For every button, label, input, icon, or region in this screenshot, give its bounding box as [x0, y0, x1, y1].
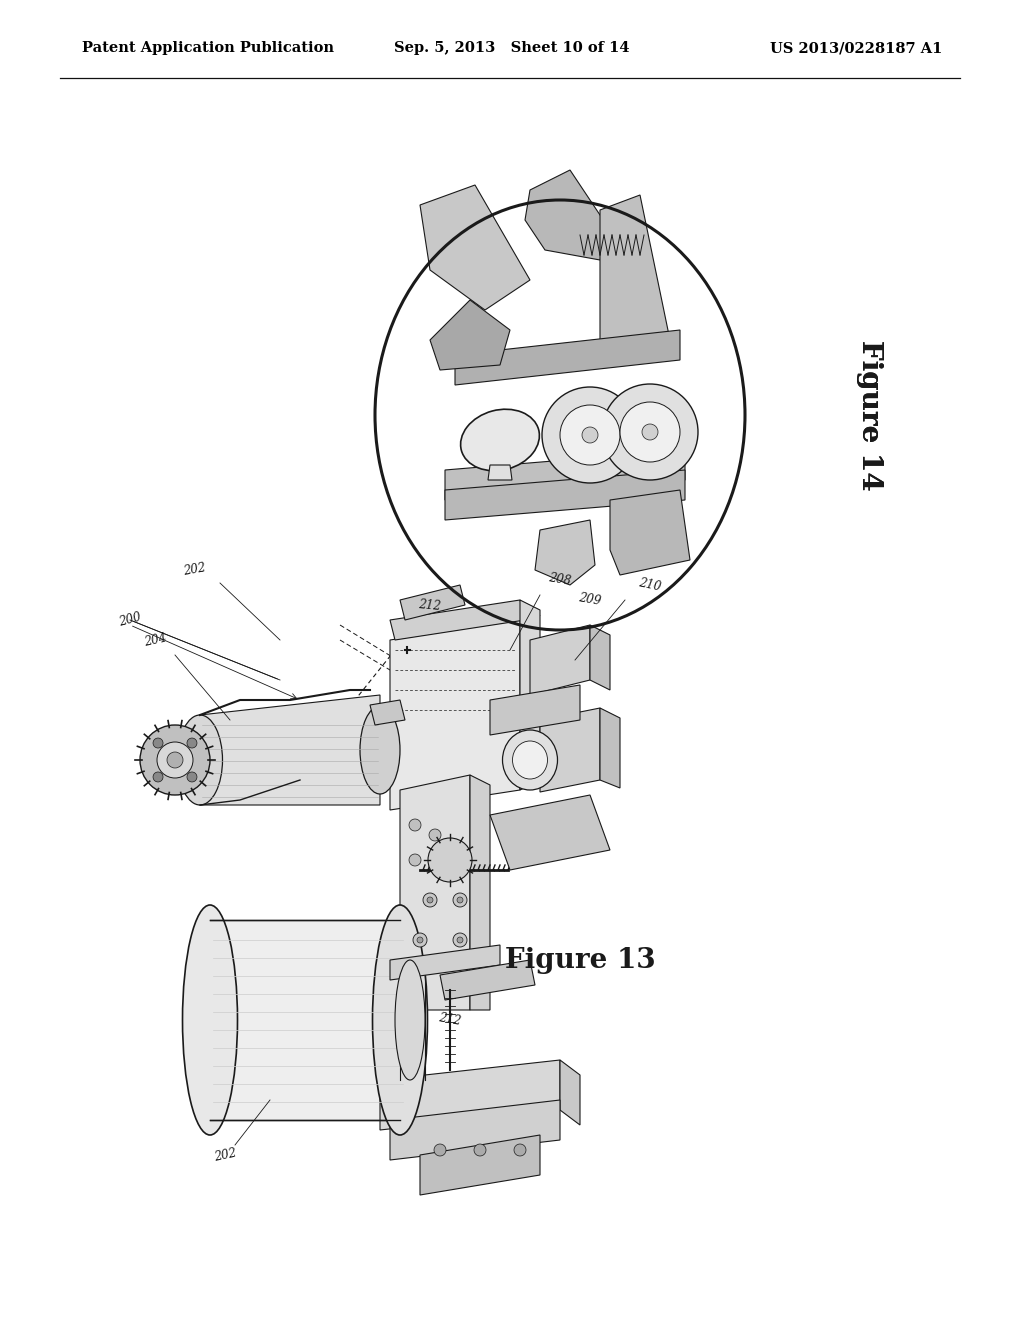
Polygon shape: [390, 1100, 560, 1160]
Polygon shape: [210, 920, 400, 1119]
Circle shape: [167, 752, 183, 768]
Circle shape: [140, 725, 210, 795]
Circle shape: [428, 838, 472, 882]
Text: 208: 208: [548, 572, 572, 589]
Text: 212: 212: [418, 598, 441, 612]
Polygon shape: [490, 795, 610, 870]
Polygon shape: [610, 490, 690, 576]
Circle shape: [514, 1144, 526, 1156]
Circle shape: [409, 818, 421, 832]
Polygon shape: [420, 1135, 540, 1195]
Polygon shape: [400, 585, 465, 620]
Ellipse shape: [375, 201, 745, 630]
Text: 212: 212: [438, 1011, 462, 1028]
Polygon shape: [420, 185, 530, 310]
Circle shape: [187, 772, 197, 781]
Polygon shape: [400, 775, 470, 1010]
Text: Patent Application Publication: Patent Application Publication: [82, 41, 334, 55]
Polygon shape: [455, 330, 680, 385]
Polygon shape: [600, 195, 670, 355]
Circle shape: [153, 738, 163, 748]
Ellipse shape: [512, 741, 548, 779]
Circle shape: [453, 933, 467, 946]
Text: 202: 202: [183, 561, 207, 578]
Circle shape: [423, 894, 437, 907]
Circle shape: [417, 937, 423, 942]
Circle shape: [457, 937, 463, 942]
Polygon shape: [525, 170, 610, 260]
Polygon shape: [200, 696, 380, 805]
Circle shape: [620, 403, 680, 462]
Polygon shape: [390, 601, 525, 640]
Text: 209: 209: [578, 591, 602, 609]
Ellipse shape: [461, 409, 540, 471]
Polygon shape: [380, 1060, 560, 1130]
Text: Figure 14: Figure 14: [856, 339, 884, 490]
Ellipse shape: [182, 906, 238, 1135]
Text: Sep. 5, 2013   Sheet 10 of 14: Sep. 5, 2013 Sheet 10 of 14: [394, 41, 630, 55]
Polygon shape: [530, 624, 590, 696]
Text: US 2013/0228187 A1: US 2013/0228187 A1: [770, 41, 942, 55]
Circle shape: [434, 1144, 446, 1156]
Ellipse shape: [360, 706, 400, 795]
Circle shape: [560, 405, 620, 465]
Circle shape: [429, 829, 441, 841]
Polygon shape: [370, 700, 406, 725]
Polygon shape: [535, 520, 595, 585]
Polygon shape: [600, 708, 620, 788]
Polygon shape: [490, 685, 580, 735]
Polygon shape: [445, 470, 685, 520]
Text: 200: 200: [118, 611, 142, 630]
Circle shape: [429, 854, 441, 866]
Ellipse shape: [503, 730, 557, 789]
Circle shape: [542, 387, 638, 483]
Text: Figure 13: Figure 13: [505, 946, 655, 974]
Circle shape: [153, 772, 163, 781]
Polygon shape: [390, 945, 500, 979]
Circle shape: [582, 426, 598, 444]
Text: 204: 204: [142, 631, 167, 648]
Circle shape: [157, 742, 193, 777]
Polygon shape: [440, 960, 535, 1001]
Circle shape: [409, 854, 421, 866]
Polygon shape: [590, 624, 610, 690]
Polygon shape: [445, 450, 685, 500]
Text: 202: 202: [213, 1146, 238, 1164]
Circle shape: [602, 384, 698, 480]
Ellipse shape: [373, 906, 427, 1135]
Circle shape: [642, 424, 658, 440]
Polygon shape: [540, 708, 600, 792]
Circle shape: [187, 738, 197, 748]
Polygon shape: [488, 465, 512, 480]
Ellipse shape: [395, 960, 425, 1080]
Circle shape: [474, 1144, 486, 1156]
Polygon shape: [390, 620, 520, 810]
Polygon shape: [520, 601, 540, 789]
Text: Figure 14: Figure 14: [856, 339, 884, 490]
Circle shape: [413, 933, 427, 946]
Circle shape: [427, 898, 433, 903]
Text: 210: 210: [638, 577, 663, 594]
Ellipse shape: [177, 715, 222, 805]
Polygon shape: [430, 300, 510, 370]
Circle shape: [457, 898, 463, 903]
Polygon shape: [560, 1060, 580, 1125]
Polygon shape: [470, 775, 490, 1010]
Circle shape: [453, 894, 467, 907]
